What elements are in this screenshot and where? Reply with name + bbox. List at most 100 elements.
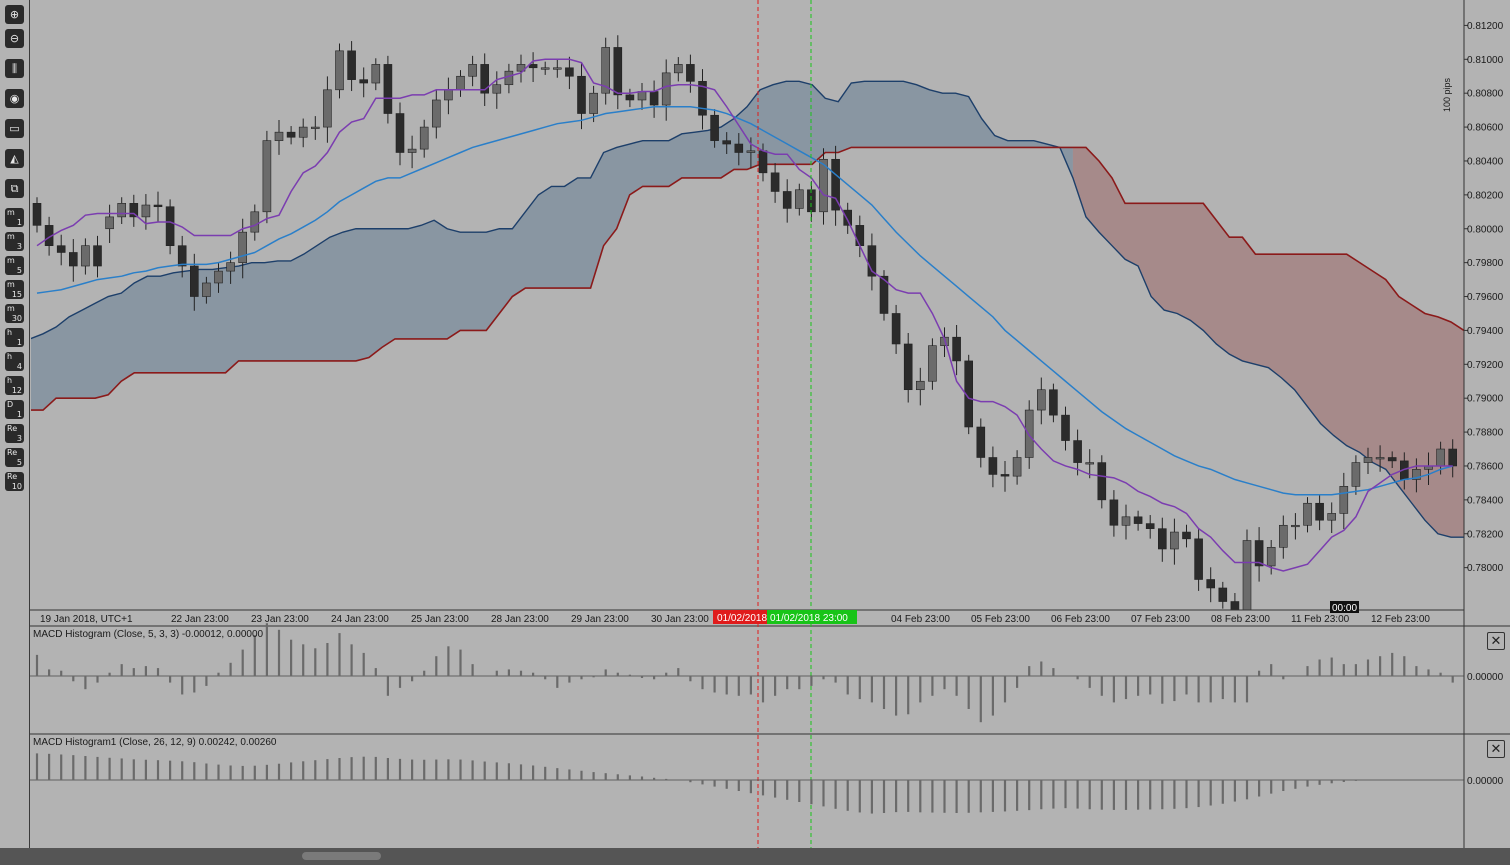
candle-bearish: [855, 225, 865, 246]
time-axis-label: 04 Feb 23:00: [891, 614, 950, 625]
candle-bearish: [964, 360, 974, 428]
candles-icon[interactable]: ⫼: [5, 59, 24, 78]
close-macd-histogram-button[interactable]: ✕: [1487, 632, 1505, 650]
timeframe-button-m30[interactable]: m 30: [5, 304, 24, 323]
candle-bullish: [456, 75, 465, 91]
ichimoku-cloud-bearish: [1072, 147, 1464, 538]
timeframe-button-Re5[interactable]: Re 5: [5, 448, 24, 467]
candle-bullish: [1327, 513, 1336, 521]
candle-bullish: [746, 150, 756, 153]
candle-bullish: [262, 140, 272, 213]
timeframe-button-h12[interactable]: h 12: [5, 376, 24, 395]
candle-bullish: [1363, 457, 1373, 463]
candle-bearish: [891, 313, 901, 345]
candle-bullish: [819, 158, 828, 213]
candle-bearish: [613, 47, 623, 96]
screenshot-icon[interactable]: ⧉: [5, 179, 24, 198]
close-macd-histogram1-button[interactable]: ✕: [1487, 740, 1505, 758]
candle-bearish: [879, 275, 889, 314]
candle-bearish: [952, 336, 961, 362]
candle-bearish: [480, 64, 490, 94]
time-axis-label: 29 Jan 23:00: [571, 614, 629, 625]
layout-icon[interactable]: ▭: [5, 119, 24, 138]
scrollbar-thumb[interactable]: [302, 852, 381, 860]
price-unit-label: 100 pips: [1442, 77, 1452, 112]
senkou-span-a-line: [31, 80, 1464, 538]
candle-bullish: [444, 89, 453, 101]
candle-bearish: [770, 172, 780, 192]
candle-bearish: [710, 114, 719, 141]
candle-bullish: [226, 262, 235, 272]
time-axis-label: 19 Jan 2018, UTC+1: [40, 614, 133, 625]
candle-bearish: [1387, 457, 1397, 462]
candle-bullish: [81, 245, 90, 267]
candle-bullish: [1436, 448, 1445, 467]
drawing-icon[interactable]: ◭: [5, 149, 24, 168]
senkou-span-b-line: [31, 146, 1464, 411]
candle-bullish: [1339, 486, 1349, 514]
left-toolbar: ⊕ ⊖ ⫼ ◉ ▭ ◭ ⧉ m 1 m 3 m 5 m 15 m 30 h 1 h 4 h 12 D 1 Re 3 Re 5 Re 10: [0, 0, 30, 848]
time-axis-label: 07 Feb 23:00: [1131, 614, 1190, 625]
macd-histogram1-label: MACD Histogram1 (Close, 26, 12, 9) 0.002…: [33, 737, 277, 748]
candle-bullish: [214, 270, 223, 284]
candle-bullish: [589, 92, 598, 114]
candle-bearish: [1206, 579, 1215, 589]
time-axis-label: 12 Feb 23:00: [1371, 614, 1430, 625]
time-axis-label: 24 Jan 23:00: [331, 614, 389, 625]
candle-bearish: [976, 426, 986, 458]
price-tick-label: 0.80600: [1467, 123, 1504, 134]
candle-bearish: [1109, 499, 1119, 526]
price-tick-label: 0.78000: [1467, 563, 1504, 574]
time-axis-label: 30 Jan 23:00: [651, 614, 709, 625]
candle-bullish: [601, 47, 611, 94]
time-axis-label: 05 Feb 23:00: [971, 614, 1030, 625]
candle-bearish: [867, 245, 877, 277]
candle-bullish: [202, 282, 211, 297]
candle-bullish: [1266, 547, 1276, 567]
candle-bearish: [129, 203, 139, 218]
candle-bullish: [915, 380, 925, 391]
horizontal-scrollbar[interactable]: [0, 848, 1510, 865]
candle-bullish: [274, 131, 284, 141]
template-icon[interactable]: ◉: [5, 89, 24, 108]
candle-bearish: [528, 64, 538, 69]
price-tick-label: 0.80800: [1467, 89, 1504, 100]
candle-bullish: [516, 64, 526, 72]
candle-bullish: [298, 126, 308, 138]
candle-bullish: [1412, 469, 1421, 480]
zoom-out-icon[interactable]: ⊖: [5, 29, 24, 48]
candle-bearish: [1145, 523, 1155, 529]
time-axis-label: 25 Jan 23:00: [411, 614, 469, 625]
price-tick-label: 0.79200: [1467, 360, 1504, 371]
candle-bearish: [782, 191, 792, 209]
candle-bullish: [504, 70, 514, 86]
timeframe-button-Re3[interactable]: Re 3: [5, 424, 24, 443]
timeframe-button-Re10[interactable]: Re 10: [5, 472, 24, 491]
candle-bearish: [1194, 538, 1203, 580]
price-tick-label: 0.78800: [1467, 428, 1504, 439]
timeframe-button-m15[interactable]: m 15: [5, 280, 24, 299]
candle-bullish: [335, 50, 344, 91]
candle-bearish: [32, 203, 42, 226]
candle-bullish: [492, 84, 502, 94]
candle-bearish: [807, 189, 816, 213]
price-tick-label: 0.79600: [1467, 292, 1504, 303]
candle-bearish: [843, 209, 853, 226]
candle-bullish: [117, 203, 126, 218]
price-tick-label: 0.78600: [1467, 461, 1504, 472]
candle-bullish: [1242, 540, 1252, 610]
marker-label-green: 01/02/2018 23:00: [770, 613, 848, 624]
candle-bearish: [165, 206, 175, 246]
candle-bearish: [577, 75, 586, 114]
time-axis-label: 22 Jan 23:00: [171, 614, 229, 625]
candle-bearish: [383, 64, 393, 114]
candle-bearish: [1218, 587, 1228, 602]
zoom-in-icon[interactable]: ⊕: [5, 5, 24, 24]
